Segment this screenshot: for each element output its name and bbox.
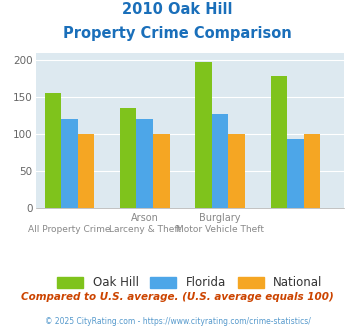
Bar: [61, 119, 78, 208]
Bar: [44, 93, 61, 208]
Text: Motor Vehicle Theft: Motor Vehicle Theft: [176, 225, 264, 234]
Bar: [78, 134, 94, 208]
Bar: [120, 108, 136, 208]
Text: Arson: Arson: [131, 213, 159, 223]
Text: Compared to U.S. average. (U.S. average equals 100): Compared to U.S. average. (U.S. average …: [21, 292, 334, 302]
Bar: [153, 134, 170, 208]
Text: All Property Crime: All Property Crime: [28, 225, 111, 234]
Bar: [271, 77, 287, 208]
Bar: [136, 119, 153, 208]
Bar: [212, 114, 228, 208]
Text: Property Crime Comparison: Property Crime Comparison: [63, 26, 292, 41]
Bar: [287, 139, 304, 208]
Bar: [304, 134, 320, 208]
Bar: [228, 134, 245, 208]
Bar: [195, 62, 212, 208]
Text: © 2025 CityRating.com - https://www.cityrating.com/crime-statistics/: © 2025 CityRating.com - https://www.city…: [45, 317, 310, 326]
Text: Burglary: Burglary: [199, 213, 241, 223]
Legend: Oak Hill, Florida, National: Oak Hill, Florida, National: [54, 273, 326, 293]
Text: 2010 Oak Hill: 2010 Oak Hill: [122, 2, 233, 16]
Text: Larceny & Theft: Larceny & Theft: [109, 225, 181, 234]
